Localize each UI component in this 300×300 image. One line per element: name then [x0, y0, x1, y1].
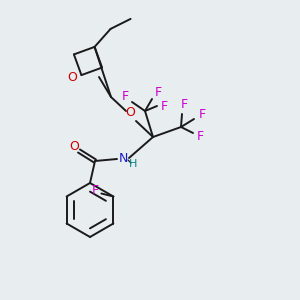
- Text: O: O: [125, 106, 135, 119]
- Text: F: F: [196, 130, 204, 143]
- Text: F: F: [122, 89, 129, 103]
- Text: F: F: [154, 85, 162, 98]
- Text: F: F: [160, 100, 168, 112]
- Text: H: H: [129, 159, 137, 169]
- Text: F: F: [92, 184, 99, 197]
- Text: N: N: [118, 152, 128, 166]
- Text: O: O: [69, 140, 79, 152]
- Text: F: F: [180, 98, 188, 112]
- Text: O: O: [68, 70, 77, 84]
- Text: F: F: [198, 109, 206, 122]
